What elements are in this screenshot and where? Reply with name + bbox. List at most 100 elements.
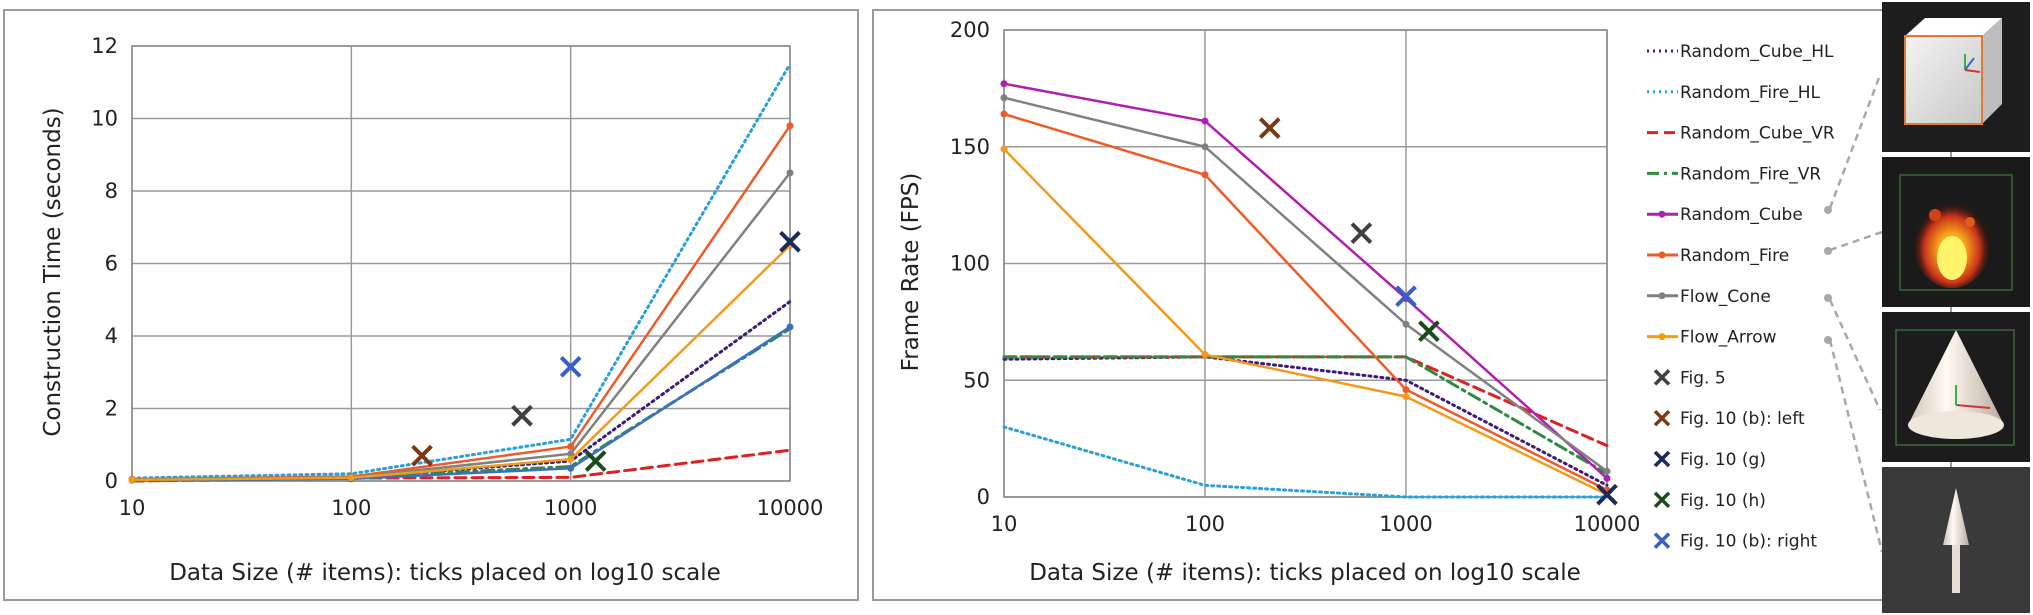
data-point-flow-cone [1603, 467, 1611, 475]
data-point-flow-cone [1201, 143, 1209, 151]
y-tick-label: 50 [963, 368, 990, 392]
data-point-random-fire [567, 443, 575, 451]
series-line-random-fire-hl [130, 62, 792, 480]
legend-item-fig-5: Fig. 5 [1653, 368, 1726, 388]
y-tick-label: 150 [950, 135, 990, 159]
y-tick-label: 4 [105, 324, 118, 348]
data-point-random-cube [786, 323, 794, 331]
legend-label: Fig. 5 [1680, 368, 1726, 388]
marker-fig-10-g [779, 230, 801, 253]
y-tick-label: 12 [91, 34, 118, 58]
data-point-random-fire [1201, 171, 1209, 179]
legend-label: Random_Cube_HL [1680, 42, 1834, 62]
data-point-random-cube [1000, 80, 1008, 88]
y-tick-label: 100 [950, 252, 990, 276]
legend-item-random-fire-hl: Random_Fire_HL [1647, 83, 1821, 103]
legend-marker [1653, 369, 1671, 386]
data-point-random-fire [786, 122, 794, 130]
data-point-flow-cone [1402, 320, 1410, 328]
thumbnail-leader-lines [1824, 74, 1884, 553]
x-tick-label: 100 [331, 496, 371, 520]
series-line-flow-arrow [130, 244, 792, 482]
legend-label: Random_Cube [1680, 205, 1803, 225]
data-point-random-cube [567, 464, 575, 472]
plot-area-border [1003, 29, 1608, 498]
y-axis-title: Frame Rate (FPS) [898, 173, 924, 372]
figure-markers [1258, 117, 1618, 506]
legend-label: Random_Fire_HL [1680, 83, 1821, 103]
y-tick-label: 0 [977, 485, 990, 509]
cube-thumbnail [1882, 2, 2030, 152]
y-tick-label: 8 [105, 179, 118, 203]
x-axis-title: Data Size (# items): ticks placed on log… [1029, 560, 1581, 586]
leader-line-fire [1829, 230, 1883, 252]
chart-frame [3, 9, 859, 601]
marker-fig-10-b-right [1395, 285, 1417, 308]
data-point-random-cube [1603, 474, 1611, 482]
x-tick-label: 10 [991, 512, 1018, 536]
data-point-flow-cone [786, 169, 794, 177]
legend-label: Random_Fire [1680, 246, 1789, 266]
data-point-random-fire [1000, 110, 1008, 118]
legend-item-random-fire: Random_Fire [1647, 246, 1789, 266]
legend-item-fig-10-b-left: Fig. 10 (b): left [1653, 409, 1805, 429]
legend-item-random-cube-hl: Random_Cube_HL [1647, 42, 1834, 62]
legend-swatch-point [1658, 292, 1666, 300]
marker-fig-10-g [1596, 483, 1618, 506]
x-tick-label: 10000 [757, 496, 824, 520]
marker-fig-5 [1350, 222, 1373, 244]
arrow-thumbnail [1882, 467, 2030, 613]
legend-item-fig-10-b-right: Fig. 10 (b): right [1653, 532, 1817, 552]
legend-item-flow-cone: Flow_Cone [1647, 287, 1771, 307]
legend-marker [1653, 409, 1671, 427]
legend-label: Fig. 10 (b): right [1680, 532, 1817, 552]
legend-label: Flow_Arrow [1680, 328, 1777, 348]
legend-item-flow-arrow: Flow_Arrow [1647, 328, 1777, 348]
x-tick-labels: 10 100 1000 10000 [991, 512, 1641, 536]
series-line-random-fire [1002, 112, 1609, 492]
marker-fig-5 [511, 404, 533, 427]
y-tick-label: 200 [950, 18, 990, 42]
data-point-flow-arrow [1201, 351, 1209, 359]
data-point-flow-arrow [128, 476, 136, 484]
leader-line-cone [1828, 299, 1882, 411]
leader-line-arrow [1828, 339, 1884, 553]
construction-time-chart: 0 2 4 6 8 10 12 10 100 1000 10000 Data Size (# it… [3, 9, 859, 601]
data-point-flow-arrow [1402, 393, 1410, 401]
y-tick-labels: 0 2 4 6 8 10 12 [91, 34, 118, 493]
leader-dot [1824, 336, 1832, 344]
marker-fig-10-b-left [1258, 117, 1281, 139]
data-point-flow-arrow [1000, 145, 1008, 153]
y-tick-label: 10 [91, 107, 118, 131]
series-line-random-fire-vr [1002, 355, 1609, 476]
cone-thumbnail [1882, 312, 2030, 462]
legend-marker [1653, 532, 1671, 549]
legend-swatch-point [1658, 210, 1666, 218]
legend-marker [1653, 491, 1671, 509]
leader-dot [1824, 294, 1832, 302]
x-tick-label: 1000 [1379, 512, 1432, 536]
grid [131, 45, 791, 482]
frame-rate-chart: 0 50 100 150 200 10 100 1000 10000 Data Size (#… [872, 9, 1952, 601]
marker-fig-10-h [1418, 320, 1440, 343]
x-tick-label: 10000 [1574, 512, 1641, 536]
legend-item-random-cube: Random_Cube [1647, 205, 1803, 225]
legend-label: Random_Fire_VR [1680, 164, 1821, 184]
x-tick-label: 1000 [544, 496, 597, 520]
data-point-flow-arrow [347, 474, 355, 482]
y-tick-label: 6 [105, 252, 118, 276]
data-point-flow-arrow [567, 455, 575, 463]
legend-label: Fig. 10 (h) [1680, 491, 1766, 511]
series-line-random-fire-hl [1002, 425, 1609, 499]
legend-label: Fig. 10 (g) [1680, 450, 1766, 470]
data-point-flow-cone [567, 450, 575, 458]
legend-label: Random_Cube_VR [1680, 124, 1835, 144]
marker-fig-10-b-right [559, 355, 582, 378]
legend-swatch-point [1658, 251, 1666, 259]
y-tick-label: 0 [105, 469, 118, 493]
leader-dot [1824, 206, 1832, 214]
x-tick-label: 100 [1185, 512, 1225, 536]
series-lines [130, 62, 792, 483]
data-point-random-fire [1402, 386, 1410, 394]
